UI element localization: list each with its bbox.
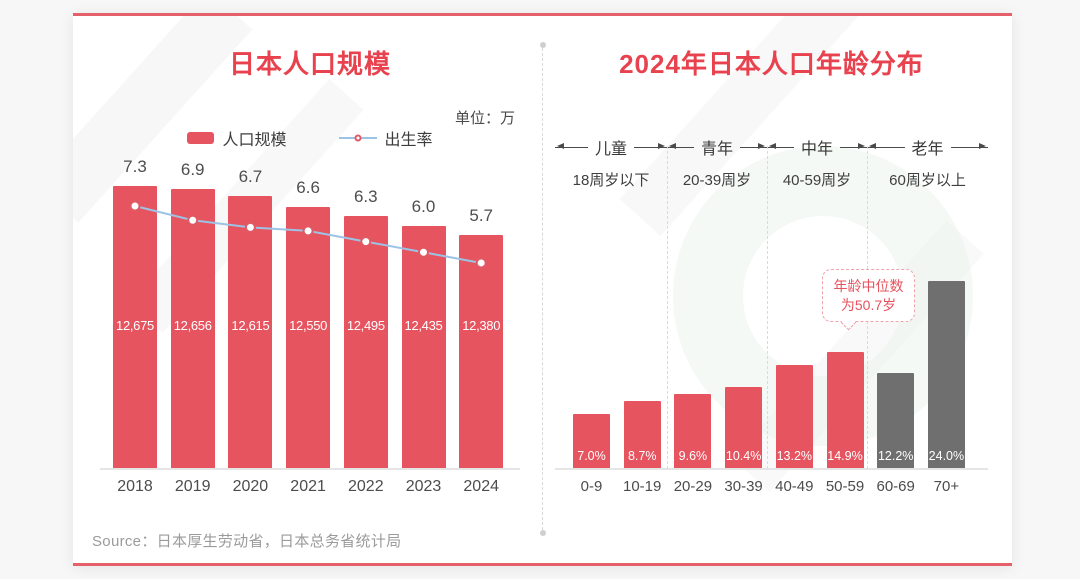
age-bar-50-59: 14.9% bbox=[826, 352, 864, 469]
group-separator bbox=[767, 146, 768, 469]
age-bar-value: 12.2% bbox=[877, 449, 914, 463]
source-note: Source：日本厚生劳动省，日本总务省统计局 bbox=[92, 530, 401, 551]
age-group-arrows: 中年 bbox=[767, 135, 868, 159]
age-bar-30-39: 10.4% bbox=[725, 387, 763, 469]
arrow-right-icon bbox=[950, 143, 989, 149]
arrow-left-icon bbox=[555, 143, 588, 149]
age-group-name: 中年 bbox=[801, 141, 834, 158]
age-label-20-29: 20-29 bbox=[673, 478, 713, 495]
age-bar-0-9: 7.0% bbox=[573, 414, 610, 469]
age-group-arrows: 老年 bbox=[867, 135, 989, 159]
arrow-left-icon bbox=[767, 143, 794, 149]
age-label-30-39: 30-39 bbox=[724, 478, 763, 495]
age-group-儿童: 儿童 18周岁以下 bbox=[555, 135, 668, 190]
age-bar-value: 24.0% bbox=[928, 449, 965, 463]
population-bar-2023 bbox=[401, 226, 446, 469]
age-bar-value: 14.9% bbox=[827, 449, 863, 463]
year-label-2021: 2021 bbox=[290, 478, 326, 495]
age-bar-20-29: 9.6% bbox=[674, 394, 712, 469]
age-group-range: 20-39周岁 bbox=[682, 172, 752, 189]
age-group-arrows: 青年 bbox=[667, 135, 768, 159]
arrow-right-icon bbox=[740, 143, 768, 149]
age-bar-value: 9.6% bbox=[678, 449, 708, 463]
age-group-range: 18周岁以下 bbox=[572, 172, 650, 189]
age-group-name: 老年 bbox=[911, 141, 944, 158]
birthrate-value: 5.7 bbox=[469, 206, 494, 225]
age-label-50-59: 50-59 bbox=[825, 478, 865, 495]
year-label-2019: 2019 bbox=[174, 478, 211, 495]
birthrate-marker-icon bbox=[475, 257, 487, 269]
callout-line2: 为50.7岁 bbox=[840, 296, 897, 313]
birthrate-marker-icon bbox=[129, 200, 141, 212]
population-chart-title: 日本人口规模 bbox=[228, 49, 391, 79]
age-bar-value: 8.7% bbox=[627, 449, 657, 463]
year-label-2023: 2023 bbox=[405, 478, 442, 495]
year-label-2024: 2024 bbox=[463, 478, 499, 495]
age-group-name: 青年 bbox=[701, 141, 734, 158]
age-label-40-49: 40-49 bbox=[775, 478, 814, 495]
arrow-left-icon bbox=[667, 143, 694, 149]
birthrate-marker-icon bbox=[360, 236, 372, 248]
charts-divider bbox=[539, 42, 546, 536]
age-group-range: 60周岁以上 bbox=[889, 172, 966, 189]
arrow-left-icon bbox=[867, 143, 905, 149]
age-chart-title: 2024年日本人口年龄分布 bbox=[619, 49, 924, 79]
age-bar-value: 13.2% bbox=[776, 449, 813, 463]
age-bar-40-49: 13.2% bbox=[775, 365, 813, 469]
x-axis-left bbox=[100, 468, 520, 470]
group-separator bbox=[667, 146, 668, 469]
population-bar-value: 12,380 bbox=[462, 318, 501, 333]
arrow-right-icon bbox=[840, 143, 868, 149]
legend-label: 出生率 bbox=[384, 132, 433, 149]
year-label-2018: 2018 bbox=[117, 478, 153, 495]
age-group-arrows: 儿童 bbox=[555, 135, 668, 159]
age-label-70+: 70+ bbox=[933, 478, 960, 495]
birthrate-value: 6.0 bbox=[411, 197, 436, 216]
x-axis-right bbox=[555, 468, 988, 470]
age-bar-10-19: 8.7% bbox=[623, 401, 661, 469]
age-group-中年: 中年 40-59周岁 bbox=[767, 135, 868, 190]
age-group-老年: 老年 60周岁以上 bbox=[867, 135, 989, 190]
birthrate-marker-icon bbox=[244, 221, 256, 233]
source-label: Source： bbox=[92, 533, 157, 550]
median-age-callout: 年龄中位数 为50.7岁 bbox=[822, 269, 915, 322]
source-text: 日本厚生劳动省，日本总务省统计局 bbox=[156, 533, 402, 550]
population-bar-value: 12,435 bbox=[404, 318, 443, 333]
age-label-10-19: 10-19 bbox=[623, 478, 662, 495]
unit-label: 单位：万 bbox=[454, 110, 515, 127]
age-group-name: 儿童 bbox=[595, 141, 628, 158]
infographic-card: 日本人口规模 单位：万 人口规模 出生率 12,675 7.3 2018 12,656… bbox=[73, 13, 1012, 566]
age-bar-70+: 24.0% bbox=[927, 281, 965, 469]
age-label-0-9: 0-9 bbox=[580, 478, 603, 495]
birthrate-marker-icon bbox=[302, 225, 314, 237]
population-bar-2024 bbox=[459, 235, 504, 469]
birthrate-marker-icon bbox=[418, 246, 429, 258]
age-bar-value: 10.4% bbox=[725, 449, 762, 463]
content-layer: 日本人口规模 单位：万 人口规模 出生率 12,675 7.3 2018 12,656… bbox=[73, 16, 1012, 563]
age-bar-value: 7.0% bbox=[577, 449, 606, 463]
age-bar-60-69: 12.2% bbox=[877, 373, 915, 469]
callout-line1: 年龄中位数 bbox=[833, 277, 904, 294]
age-label-60-69: 60-69 bbox=[876, 478, 915, 495]
year-label-2020: 2020 bbox=[232, 478, 269, 495]
birthrate-line bbox=[129, 200, 487, 269]
arrow-right-icon bbox=[634, 143, 668, 149]
age-group-青年: 青年 20-39周岁 bbox=[667, 135, 768, 190]
year-label-2022: 2022 bbox=[348, 478, 384, 495]
birthrate-marker-icon bbox=[187, 214, 199, 226]
age-group-range: 40-59周岁 bbox=[782, 172, 852, 189]
